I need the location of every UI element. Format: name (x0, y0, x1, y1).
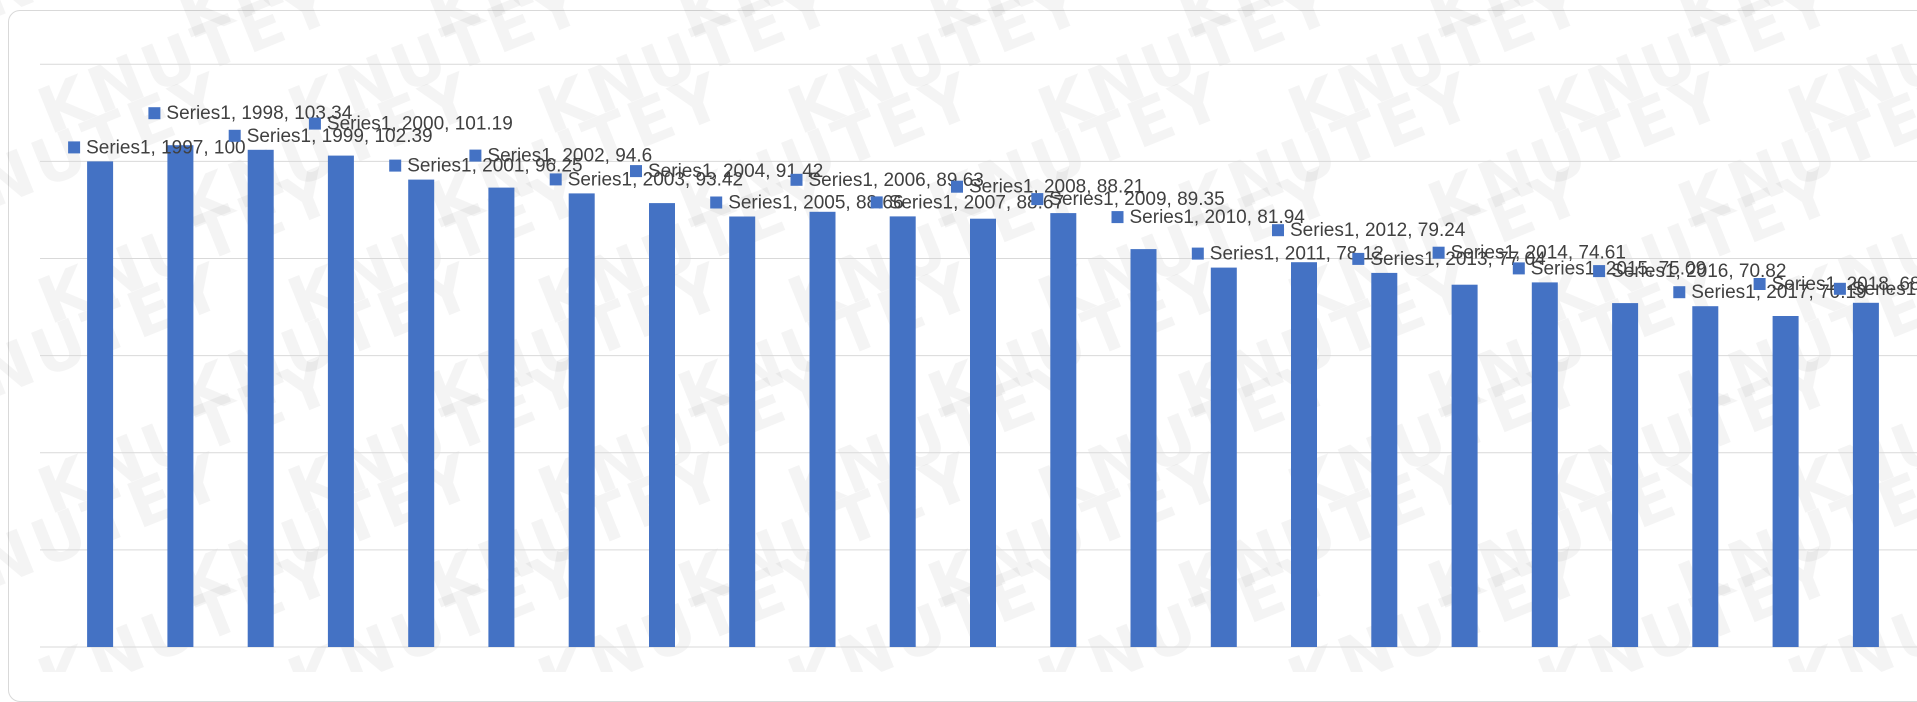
data-label-marker (549, 173, 562, 186)
data-label-marker (1673, 286, 1686, 299)
bar-2017 (1692, 306, 1719, 647)
bar-2009 (1050, 213, 1077, 647)
data-label-marker (1432, 246, 1445, 259)
bar-2004 (649, 203, 675, 647)
data-label-marker (68, 141, 81, 154)
bar-2019 (1852, 302, 1879, 647)
data-label-marker (870, 196, 883, 209)
bar-1998 (167, 145, 194, 647)
data-label-marker (710, 196, 723, 209)
bar-2015 (1531, 282, 1558, 647)
data-label: Series1, 2000, 101.19 (327, 114, 513, 135)
bar-2012 (1291, 262, 1317, 647)
data-label: Series1, 2001, 96.25 (407, 156, 582, 177)
data-label: Series1, 2016, 70.82 (1611, 261, 1786, 282)
data-label: Series1, 2010, 81.94 (1130, 207, 1306, 228)
data-label: Series1, 2015, 75.09 (1531, 258, 1706, 279)
bar-2005 (729, 216, 756, 647)
watermark: KNUTEYKNUTEYKNUTEYKNUTEYKNUTEYKNUTEYKNUT… (0, 0, 1917, 672)
data-label-marker (1111, 211, 1124, 224)
bar-2018 (1772, 316, 1799, 647)
data-label-marker (148, 107, 161, 120)
data-label-marker (951, 180, 963, 193)
data-label: Series1, 2002, 94.6 (487, 146, 652, 167)
data-label: Series1, 2006, 89.63 (809, 170, 984, 191)
bar-2002 (488, 187, 515, 647)
data-label: Series1, 2003, 93.42 (568, 169, 743, 190)
data-label-marker (630, 165, 642, 178)
bar-2016 (1612, 303, 1639, 647)
data-label: Series1, 2004, 91.42 (648, 161, 823, 182)
data-label-marker (1191, 247, 1204, 260)
data-label: Series1, 2019, 70.89 (1852, 279, 1917, 300)
data-label-marker (1352, 252, 1365, 265)
data-label: Series1, 2014, 74.61 (1451, 243, 1626, 264)
bar-2006 (809, 211, 836, 648)
data-label-marker (790, 173, 803, 186)
data-label-marker (1833, 282, 1846, 295)
data-label-marker (1272, 224, 1284, 237)
data-label-marker (308, 117, 321, 130)
bar-2014 (1451, 284, 1478, 647)
bar-2011 (1210, 267, 1237, 647)
data-label: Series1, 2011, 78.12 (1210, 244, 1384, 265)
bar-chart: KNUTEYKNUTEYKNUTEYKNUTEYKNUTEYKNUTEYKNUT… (0, 0, 1917, 672)
data-label-marker (1031, 193, 1044, 206)
data-label: Series1, 1997, 100 (86, 137, 246, 158)
bar-2003 (568, 193, 595, 647)
data-label-marker (1512, 262, 1525, 275)
bar-1999 (247, 149, 274, 648)
data-label: Series1, 2008, 88.21 (969, 177, 1144, 198)
data-label-marker (228, 129, 241, 142)
data-label: Series1, 1998, 103.34 (166, 103, 352, 124)
data-label: Series1, 2013, 77.04 (1370, 249, 1546, 270)
data-label-marker (1753, 278, 1766, 290)
bar-1997 (87, 161, 114, 647)
data-label: Series1, 2009, 89.35 (1049, 189, 1224, 210)
data-label: Series1, 2005, 88.66 (728, 193, 903, 214)
data-label-marker (1593, 265, 1606, 278)
data-label-marker (389, 159, 402, 172)
data-label-marker (469, 149, 482, 162)
bar-2008 (970, 218, 996, 647)
bar-2007 (889, 216, 916, 647)
bar-2010 (1130, 249, 1157, 647)
data-label: Series1, 2012, 79.24 (1290, 220, 1466, 241)
data-label: Series1, 1999, 102.39 (247, 126, 433, 147)
data-label: Series1, 2007, 88.67 (889, 192, 1064, 213)
bar-2013 (1371, 272, 1398, 647)
data-label: Series1, 2017, 70.19 (1691, 282, 1866, 303)
bars (87, 145, 1879, 648)
bar-2000 (327, 155, 354, 647)
bar-2001 (408, 179, 435, 647)
